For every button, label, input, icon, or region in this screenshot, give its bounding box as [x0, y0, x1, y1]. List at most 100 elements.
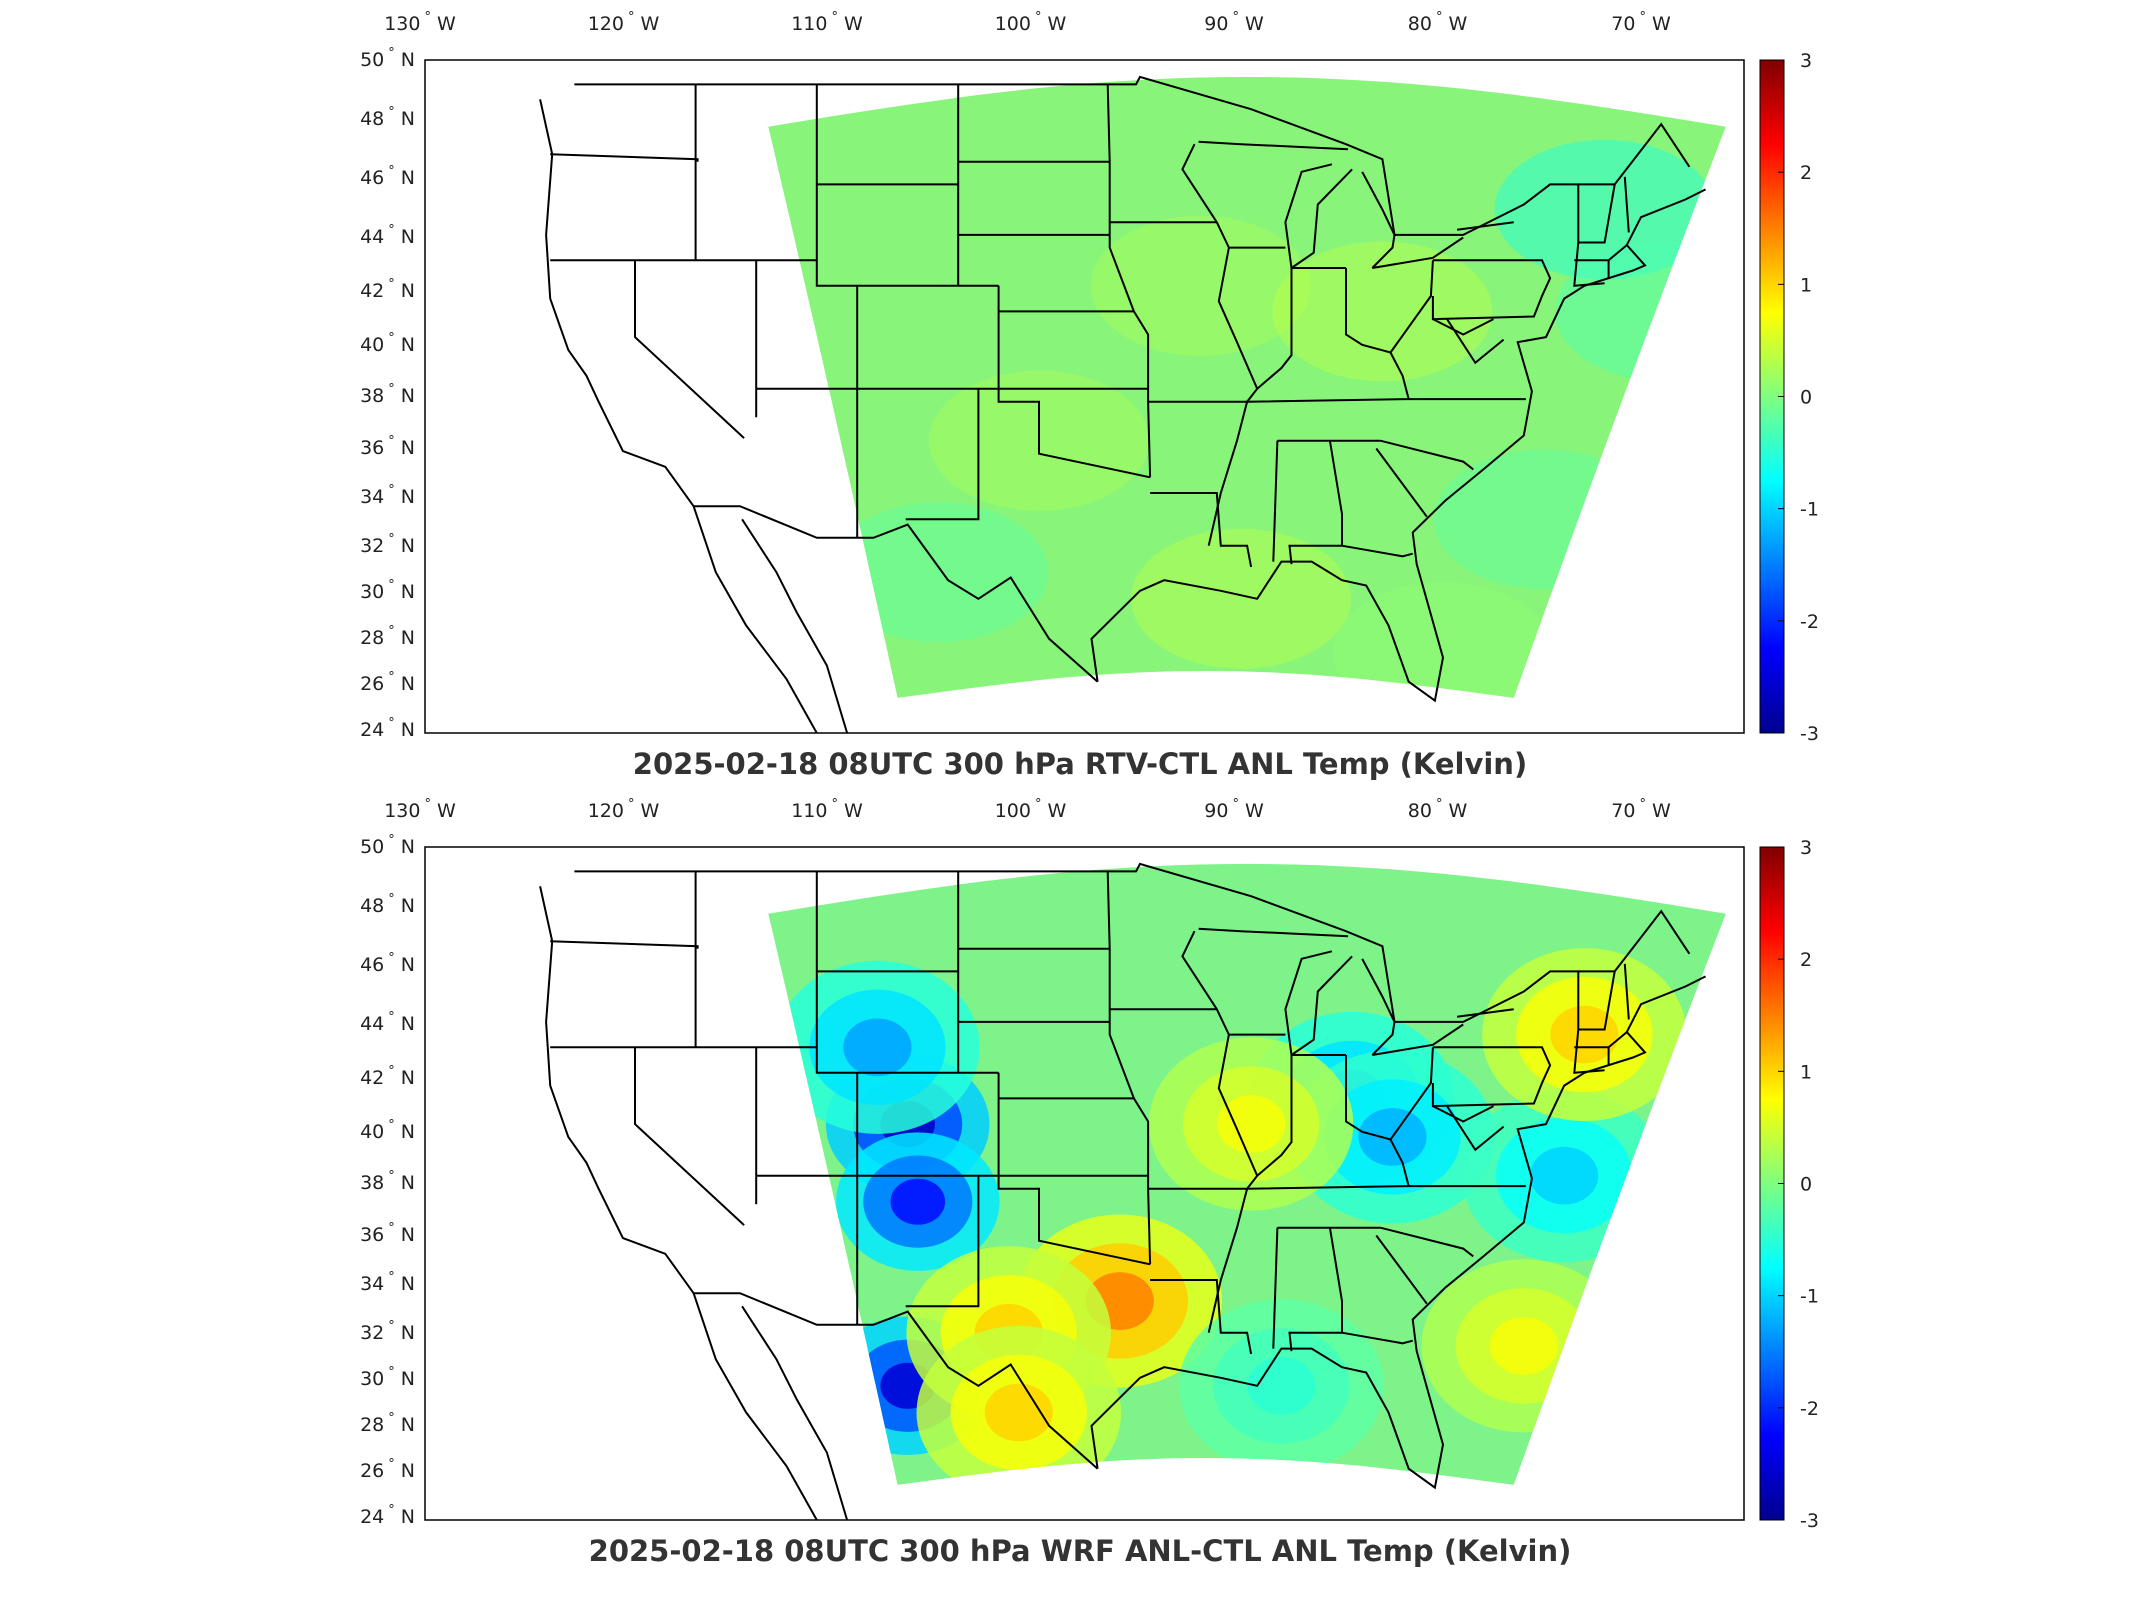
- boundary-line: [1389, 1139, 1410, 1187]
- longitude-label: 100 ° W: [995, 10, 1067, 35]
- latitude-label: 28 ° N: [360, 1411, 415, 1436]
- longitude-label: 80 ° W: [1408, 797, 1468, 822]
- boundary-line: [1623, 963, 1630, 1020]
- colorbar-ticks: 3 2 1 0 -1 -2 -3: [1778, 837, 1819, 1532]
- latitude-label: 50 ° N: [360, 833, 415, 858]
- field-anomaly: [1550, 1005, 1619, 1064]
- boundary-line: [1431, 1046, 1552, 1108]
- boundary-line: [1375, 1234, 1428, 1305]
- latitude-label: 44 ° N: [360, 1010, 415, 1035]
- map-panel-2: 130 ° W 120 ° W 110 ° W 100 ° W 90 ° W 80 ° W 70 ° W 50 ° N 48 °…: [0, 787, 2133, 1587]
- boundary-line: [1623, 176, 1630, 233]
- field-anomaly: [890, 1178, 946, 1225]
- boundary-line: [1181, 930, 1218, 1010]
- colorbar-tick-label: 3: [1800, 50, 1812, 72]
- latitude-label: 24 ° N: [360, 716, 415, 741]
- boundary-line: [1573, 184, 1605, 287]
- boundary-line: [1574, 1031, 1628, 1049]
- longitude-label: 90 ° W: [1204, 797, 1264, 822]
- latitude-label: 48 ° N: [360, 105, 415, 130]
- latitude-label: 34 ° N: [360, 483, 415, 508]
- latitude-label: 44 ° N: [360, 223, 415, 248]
- field-variation: [1131, 528, 1351, 669]
- latitude-label: 34 ° N: [360, 1270, 415, 1295]
- boundary-line: [1288, 1227, 1343, 1352]
- boundary-line: [550, 153, 699, 162]
- panel-title: 2025-02-18 08UTC 300 hPa WRF ANL-CTL ANL…: [589, 1534, 1572, 1568]
- boundary-line: [1446, 318, 1505, 365]
- boundary-line: [1272, 440, 1279, 562]
- colorbar-tick-label: 2: [1800, 162, 1812, 184]
- colorbar-tick-label: 3: [1800, 837, 1812, 859]
- colorbar-tick-label: 0: [1800, 1174, 1812, 1196]
- longitude-label: 130 ° W: [384, 797, 456, 822]
- boundary-line: [1256, 1055, 1293, 1177]
- field-anomaly: [1489, 1317, 1558, 1375]
- colorbar-tick-label: 1: [1800, 1061, 1812, 1083]
- field-anomaly: [1217, 1095, 1286, 1153]
- colorbar-ticks: 3 2 1 0 -1 -2 -3: [1778, 50, 1819, 745]
- panel-title: 2025-02-18 08UTC 300 hPa RTV-CTL ANL Tem…: [633, 747, 1527, 781]
- boundary-line: [1432, 1105, 1494, 1123]
- boundary-line: [1341, 544, 1413, 558]
- boundary-line: [1578, 184, 1616, 244]
- boundary-line: [1446, 1105, 1505, 1152]
- boundary-line: [1345, 1047, 1434, 1141]
- state-boundaries: [539, 862, 1707, 1520]
- latitude-label: 46 ° N: [360, 164, 415, 189]
- longitude-label: 100 ° W: [995, 797, 1067, 822]
- latitude-labels: 50 ° N 48 ° N 46 ° N 44 ° N 42 ° N 40 ° N 38 ° N 36 ° N 34 ° N 32 ° N…: [360, 46, 415, 741]
- field-anomaly: [1530, 1146, 1599, 1205]
- latitude-label: 48 ° N: [360, 892, 415, 917]
- field-anomaly: [843, 1018, 912, 1077]
- latitude-label: 26 ° N: [360, 1457, 415, 1482]
- map-svg-2: 130 ° W 120 ° W 110 ° W 100 ° W 90 ° W 80 ° W 70 ° W 50 ° N 48 °…: [360, 797, 1819, 1568]
- boundary-line: [1361, 171, 1396, 269]
- boundary-line: [1150, 492, 1253, 568]
- colorbar-tick-label: 2: [1800, 949, 1812, 971]
- boundary-line: [693, 1292, 1099, 1470]
- boundary-line: [693, 505, 1099, 683]
- boundary-line: [1573, 971, 1605, 1074]
- boundary-line: [1372, 1023, 1464, 1056]
- boundary-line: [1389, 352, 1410, 400]
- longitude-label: 120 ° W: [588, 797, 660, 822]
- boundary-line: [1090, 975, 1707, 1490]
- latitude-label: 42 ° N: [360, 277, 415, 302]
- boundary-line: [1574, 244, 1628, 262]
- boundary-line: [741, 518, 849, 733]
- longitude-label: 110 ° W: [791, 10, 863, 35]
- colorbar-tick-label: 1: [1800, 274, 1812, 296]
- field-variation: [1494, 139, 1715, 280]
- boundary-line: [1361, 958, 1396, 1056]
- boundary-line: [539, 886, 695, 1294]
- colorbar-tick-label: -3: [1800, 1510, 1819, 1532]
- boundary-line: [1290, 168, 1353, 269]
- latitude-label: 28 ° N: [360, 624, 415, 649]
- boundary-line: [1380, 439, 1474, 471]
- colorbar-tick-label: -2: [1800, 1398, 1819, 1420]
- boundary-line: [692, 505, 818, 733]
- latitude-label: 42 ° N: [360, 1064, 415, 1089]
- latitude-label: 32 ° N: [360, 1319, 415, 1344]
- longitude-label: 110 ° W: [791, 797, 863, 822]
- latitude-label: 40 ° N: [360, 331, 415, 356]
- boundary-line: [1256, 268, 1293, 390]
- boundary-line: [741, 1305, 849, 1520]
- map-svg-1: 130 ° W 120 ° W 110 ° W 100 ° W 90 ° W 80 ° W 70 ° W 50 ° N 48 °…: [360, 10, 1819, 781]
- boundary-line: [634, 260, 745, 439]
- field-variation: [828, 502, 1048, 643]
- boundary-line: [1290, 955, 1353, 1056]
- boundary-line: [815, 871, 999, 1074]
- boundary-line: [1375, 447, 1428, 518]
- boundary-line: [1372, 236, 1464, 269]
- boundary-line: [1090, 188, 1707, 703]
- longitude-label: 70 ° W: [1611, 10, 1671, 35]
- boundary-line: [1150, 1279, 1253, 1355]
- map-panel-1: 130 ° W 120 ° W 110 ° W 100 ° W 90 ° W 80 ° W 70 ° W 50 ° N 48 °…: [360, 10, 1819, 781]
- field-variation: [1272, 241, 1493, 382]
- boundary-line: [905, 388, 980, 521]
- field-anomaly: [1247, 1356, 1316, 1415]
- boundary-line: [1284, 163, 1333, 269]
